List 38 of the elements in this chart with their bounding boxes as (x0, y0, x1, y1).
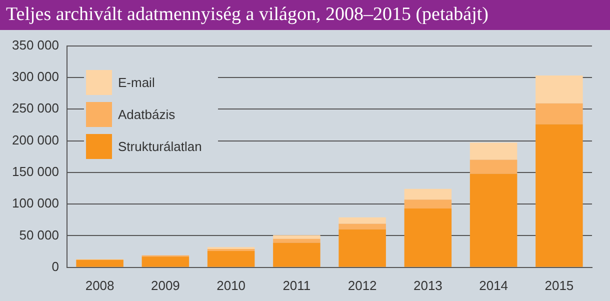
y-tick-label: 100 000 (12, 196, 59, 211)
y-tick-label: 250 000 (12, 100, 59, 116)
legend-label: E-mail (118, 74, 155, 90)
bar (338, 229, 386, 267)
bar (470, 142, 518, 160)
bar (536, 76, 583, 104)
y-tick-label: 150 000 (12, 164, 59, 180)
x-tick-label: 2015 (544, 278, 574, 293)
x-tick-label: 2013 (413, 278, 442, 293)
y-tick-label: 300 000 (12, 69, 59, 84)
bar (273, 235, 320, 239)
bar (338, 224, 386, 230)
bar (273, 238, 320, 243)
bar (404, 208, 452, 267)
bar (404, 200, 452, 209)
x-tick-label: 2008 (85, 278, 114, 293)
bar (338, 217, 386, 224)
legend-label: Adatbázis (118, 106, 176, 122)
bar (470, 174, 518, 267)
bar (536, 103, 583, 124)
bar (470, 160, 518, 174)
y-tick-label: 200 000 (12, 132, 59, 148)
bar (404, 188, 452, 200)
y-tick-label: 50 000 (19, 227, 59, 242)
x-tick-label: 2009 (150, 278, 180, 293)
bar (76, 260, 124, 267)
x-tick-label: 2011 (282, 278, 311, 293)
y-tick-label: 350 000 (12, 37, 59, 52)
x-tick-label: 2012 (348, 278, 377, 293)
bar (273, 242, 320, 267)
y-tick-label: 0 (52, 258, 59, 274)
bar (207, 250, 255, 267)
chart-title: Teljes archivált adatmennyiség a világon, 2008–2015 (petabájt) (0, 0, 610, 30)
x-tick-label: 2010 (216, 278, 246, 293)
bar (536, 124, 583, 267)
bar (142, 256, 190, 267)
x-tick-label: 2014 (479, 278, 508, 293)
legend-label: Strukturálatlan (118, 138, 202, 154)
